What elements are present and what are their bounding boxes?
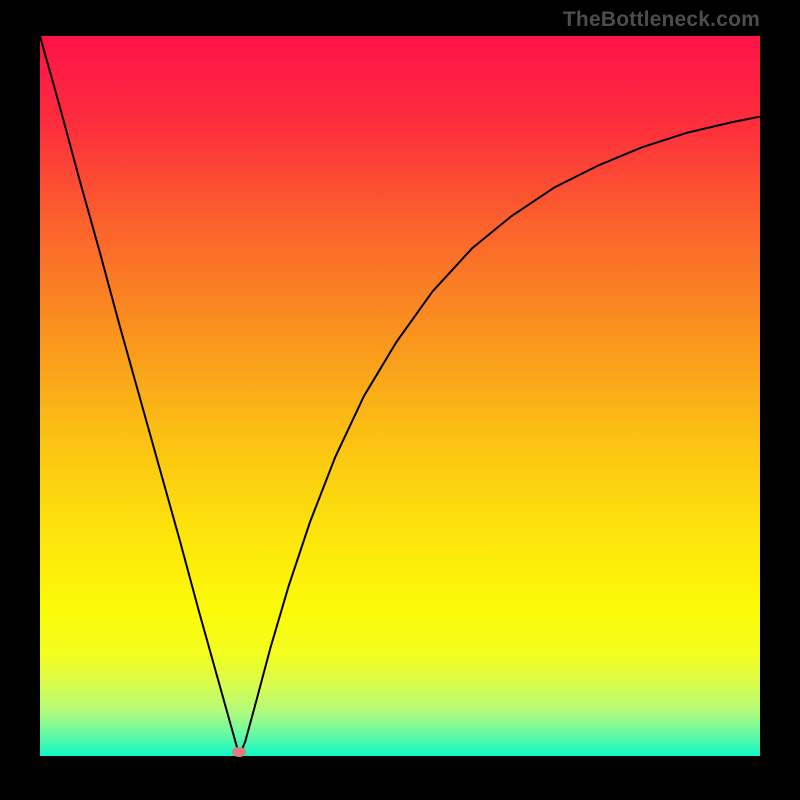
chart-curve <box>40 36 760 756</box>
chart-plot-area <box>40 36 760 756</box>
watermark-text: TheBottleneck.com <box>563 8 760 32</box>
chart-minimum-marker <box>232 747 246 757</box>
